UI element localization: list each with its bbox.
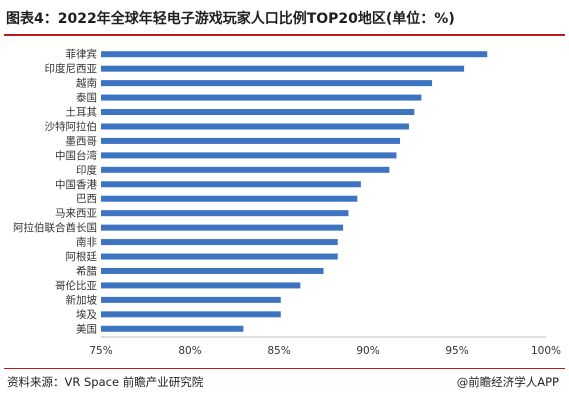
source-note: 资料来源：VR Space 前瞻产业研究院 [7,375,204,389]
chart-title: 图表4：2022年全球年轻电子游戏玩家人口比例TOP20地区(单位：%) [6,11,455,27]
category-label: 中国香港 [55,178,97,191]
x-tick-label: 90% [356,345,379,357]
bar [101,296,281,303]
x-tick-label: 95% [445,345,468,357]
bar [101,195,358,202]
category-label: 中国台湾 [55,149,97,162]
category-label: 马来西亚 [55,208,97,220]
bar [101,152,397,159]
bar [101,224,344,231]
title-divider [4,34,565,36]
bar [101,239,338,246]
category-label: 越南 [76,77,97,90]
category-label: 印度 [76,163,97,176]
bar [101,94,422,101]
bar [101,166,390,173]
bar [101,210,349,217]
category-label: 墨西哥 [66,135,98,147]
category-label: 菲律宾 [66,48,98,61]
category-label: 哥伦比亚 [55,279,97,292]
category-label: 沙特阿拉伯 [45,120,98,133]
category-label: 阿根廷 [66,250,98,263]
bar [101,267,324,274]
category-label: 土耳其 [66,106,98,119]
bar [101,137,401,144]
bar [101,51,488,58]
category-label: 美国 [76,322,97,335]
bar [101,282,301,289]
bar [101,80,433,87]
category-label: 南非 [76,236,97,249]
bar [101,65,465,72]
x-tick-label: 75% [89,345,112,357]
category-label: 阿拉伯联合酋长国 [13,221,97,234]
category-label: 巴西 [76,193,97,205]
bar [101,123,409,130]
category-label: 泰国 [76,91,97,104]
category-label: 新加坡 [66,293,98,306]
bar [101,325,244,332]
bar [101,109,415,116]
bar [101,181,361,188]
category-label: 埃及 [76,308,97,321]
category-label: 希腊 [76,264,97,277]
footer-divider [4,368,565,369]
brand-credit: @前瞻经济学人APP [456,375,559,389]
category-label: 印度尼西亚 [45,62,98,75]
x-tick-label: 100% [531,345,561,357]
bar [101,311,281,318]
x-tick-label: 80% [178,345,201,357]
bar [101,253,338,260]
x-tick-label: 85% [267,345,290,357]
